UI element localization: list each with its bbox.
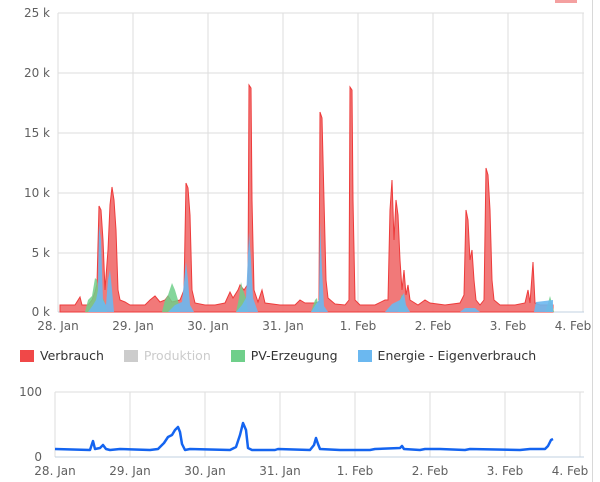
main-x-axis: 28. Jan 29. Jan 30. Jan 31. Jan 1. Feb 2… [37, 319, 591, 333]
svg-text:1. Feb: 1. Feb [337, 464, 374, 478]
legend-label: Energie - Eigenverbrauch [377, 348, 537, 363]
verbrauch-area[interactable] [59, 83, 554, 313]
svg-text:15 k: 15 k [24, 126, 50, 140]
svg-text:4. Feb: 4. Feb [552, 464, 589, 478]
legend-item-pv-erzeugung[interactable]: PV-Erzeugung [230, 348, 338, 363]
svg-text:5 k: 5 k [32, 246, 50, 260]
chart-legend: Verbrauch Produktion PV-Erzeugung Energi… [20, 348, 536, 363]
eigenverbrauch-area[interactable] [88, 222, 553, 312]
svg-text:4. Feb: 4. Feb [555, 319, 592, 333]
svg-text:30. Jan: 30. Jan [184, 464, 225, 478]
svg-text:1. Feb: 1. Feb [340, 319, 377, 333]
svg-text:29. Jan: 29. Jan [112, 319, 153, 333]
produktion-swatch-icon [123, 349, 138, 362]
svg-text:2. Feb: 2. Feb [412, 464, 449, 478]
pv-erzeugung-swatch-icon [230, 349, 245, 362]
navigator-line[interactable] [54, 421, 554, 452]
svg-text:0 k: 0 k [32, 305, 50, 319]
svg-text:31. Jan: 31. Jan [259, 464, 300, 478]
menu-button-fragment[interactable] [555, 0, 577, 3]
svg-text:31. Jan: 31. Jan [262, 319, 303, 333]
legend-item-produktion[interactable]: Produktion [123, 348, 211, 363]
panel-border [592, 0, 593, 482]
legend-label: Produktion [143, 348, 211, 363]
legend-item-verbrauch[interactable]: Verbrauch [20, 348, 104, 363]
legend-item-eigenverbrauch[interactable]: Energie - Eigenverbrauch [357, 348, 537, 363]
svg-text:28. Jan: 28. Jan [37, 319, 78, 333]
svg-text:20 k: 20 k [24, 66, 50, 80]
main-y-axis: 25 k 20 k 15 k 10 k 5 k 0 k [24, 6, 50, 319]
svg-text:29. Jan: 29. Jan [109, 464, 150, 478]
svg-text:28. Jan: 28. Jan [34, 464, 75, 478]
svg-text:25 k: 25 k [24, 6, 50, 20]
svg-text:3. Feb: 3. Feb [490, 319, 527, 333]
svg-text:100: 100 [19, 385, 42, 399]
navigator-y-axis: 100 0 [19, 385, 42, 464]
legend-label: PV-Erzeugung [250, 348, 338, 363]
legend-label: Verbrauch [40, 348, 104, 363]
navigator-x-axis: 28. Jan 29. Jan 30. Jan 31. Jan 1. Feb 2… [34, 464, 588, 478]
svg-text:3. Feb: 3. Feb [487, 464, 524, 478]
svg-text:0: 0 [34, 450, 42, 464]
main-grid [57, 12, 584, 312]
svg-text:10 k: 10 k [24, 186, 50, 200]
svg-text:2. Feb: 2. Feb [415, 319, 452, 333]
eigenverbrauch-swatch-icon [357, 349, 372, 362]
verbrauch-swatch-icon [20, 349, 34, 362]
svg-text:30. Jan: 30. Jan [187, 319, 228, 333]
navigator-grid [54, 391, 584, 457]
